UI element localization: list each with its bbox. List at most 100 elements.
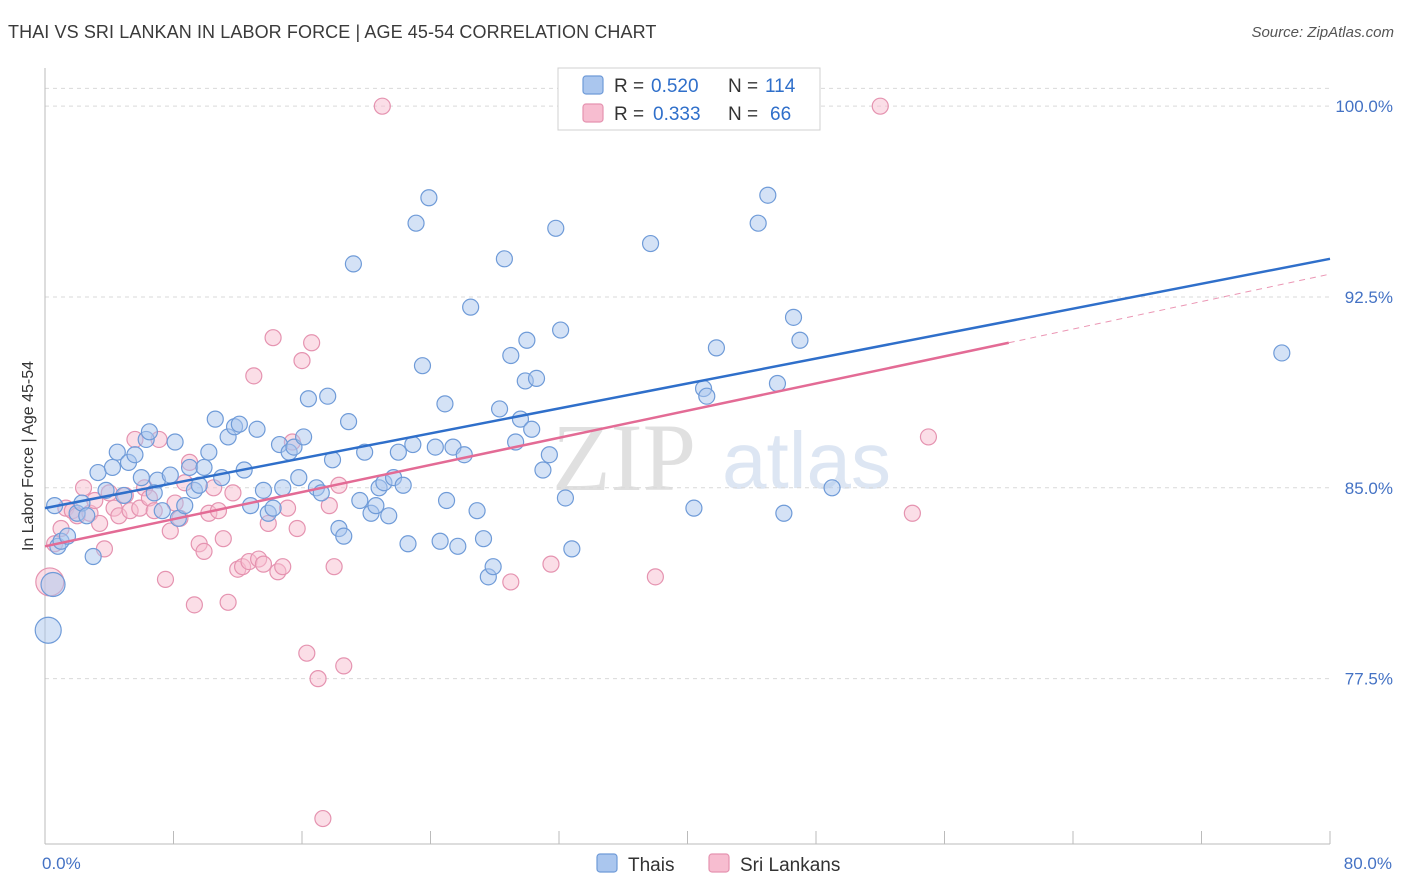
thai-point: [126, 446, 144, 464]
thai-point: [274, 479, 292, 497]
srilankan-point: [185, 596, 203, 614]
thai-points: [34, 95, 1291, 644]
thai-point: [420, 189, 438, 207]
thai-point: [556, 489, 575, 507]
thai-point: [823, 479, 841, 497]
srilankan-point: [278, 499, 297, 517]
thai-point: [749, 214, 767, 232]
thai-point: [707, 339, 726, 357]
stats-srilankan-r-value: 0.333: [653, 104, 701, 125]
thai-point: [462, 298, 480, 316]
thai-point: [248, 420, 266, 438]
srilankan-point: [224, 484, 242, 502]
thai-point: [380, 507, 398, 525]
y-tick-labels: 77.5% 85.0% 92.5% 100.0%: [1335, 97, 1393, 688]
stats-srilankan-r-label: R =: [614, 104, 644, 125]
thai-point: [527, 369, 546, 387]
srilankan-point: [903, 504, 921, 522]
stats-thai-n-label: N =: [728, 76, 758, 97]
thai-point: [791, 331, 809, 349]
srilankan-point: [373, 97, 391, 115]
y-tick-label: 100.0%: [1335, 97, 1393, 116]
srilankan-point: [293, 351, 311, 370]
thai-point: [413, 357, 432, 375]
thai-point: [351, 491, 369, 510]
legend-swatch-thai: [596, 853, 618, 873]
thai-point: [698, 387, 716, 405]
thai-point: [335, 527, 353, 545]
thai-point: [518, 331, 536, 349]
thai-point: [161, 466, 179, 484]
thai-point: [449, 537, 467, 555]
srilankan-point: [919, 428, 938, 446]
thai-point: [775, 504, 793, 522]
x-tick-marks: [44, 831, 1331, 844]
watermark-zip: ZIP: [552, 404, 696, 511]
srilankan-point: [303, 334, 321, 352]
thai-point: [490, 400, 509, 418]
srilankan-point: [245, 367, 263, 385]
legend-label-srilankan: Sri Lankans: [740, 855, 840, 876]
thai-point: [264, 499, 282, 517]
y-tick-label: 77.5%: [1345, 670, 1393, 689]
thai-point: [319, 387, 337, 405]
srilankan-trend-extension: [1008, 273, 1331, 344]
thai-point: [437, 491, 456, 510]
thai-point: [523, 420, 541, 438]
thai-point: [230, 415, 248, 433]
thai-trend-line: [44, 257, 1331, 510]
thai-point: [641, 234, 660, 253]
thai-point: [563, 540, 581, 558]
thai-point: [495, 250, 513, 268]
thai-point: [468, 502, 486, 520]
thai-point: [431, 532, 449, 550]
thai-point: [344, 255, 362, 273]
srilankan-point: [325, 558, 343, 576]
srilankan-point: [298, 644, 316, 662]
srilankan-point: [195, 542, 213, 561]
srilankan-point: [335, 657, 353, 675]
thai-point: [115, 486, 133, 505]
srilankan-point: [91, 514, 109, 533]
thai-point: [426, 438, 444, 456]
series-legend: Thais Sri Lankans: [596, 853, 840, 876]
thai-point: [768, 374, 787, 393]
thai-point: [176, 497, 194, 515]
watermark-atlas: atlas: [722, 416, 891, 505]
trend-lines: [44, 257, 1331, 548]
srilankan-point: [214, 530, 232, 548]
thai-point: [108, 443, 126, 461]
srilankan-point: [288, 519, 306, 538]
legend-label-thai: Thais: [628, 855, 674, 876]
thai-point: [474, 530, 493, 548]
chart-source: Source: ZipAtlas.com: [1251, 24, 1394, 41]
thai-point: [242, 497, 260, 515]
srilankan-point: [264, 329, 282, 347]
srilankan-point: [274, 558, 292, 576]
thai-point: [540, 446, 558, 464]
thai-point: [195, 458, 213, 477]
thai-point: [89, 463, 107, 482]
srilankan-point: [309, 670, 327, 688]
thai-point: [290, 469, 308, 487]
srilankan-point: [219, 593, 237, 611]
srilankan-point: [156, 570, 175, 588]
thai-point: [407, 214, 425, 232]
y-tick-label: 92.5%: [1345, 288, 1393, 307]
thai-point: [436, 395, 454, 413]
thai-point: [34, 616, 62, 644]
srilankan-point: [254, 555, 273, 573]
srilankan-point: [646, 568, 664, 586]
thai-point: [502, 346, 520, 365]
stats-thai-n-value: 114: [765, 76, 796, 97]
stats-thai-r-label: R =: [614, 76, 644, 97]
x-tick-label-min: 0.0%: [42, 854, 81, 873]
thai-point: [200, 443, 218, 461]
thai-point: [484, 558, 502, 576]
thai-point: [455, 446, 473, 464]
srilankan-point: [320, 497, 338, 515]
thai-point: [1273, 344, 1291, 362]
stats-legend-swatch-srilankan: [582, 103, 604, 123]
thai-point: [206, 410, 224, 428]
y-tick-label: 85.0%: [1345, 479, 1393, 498]
